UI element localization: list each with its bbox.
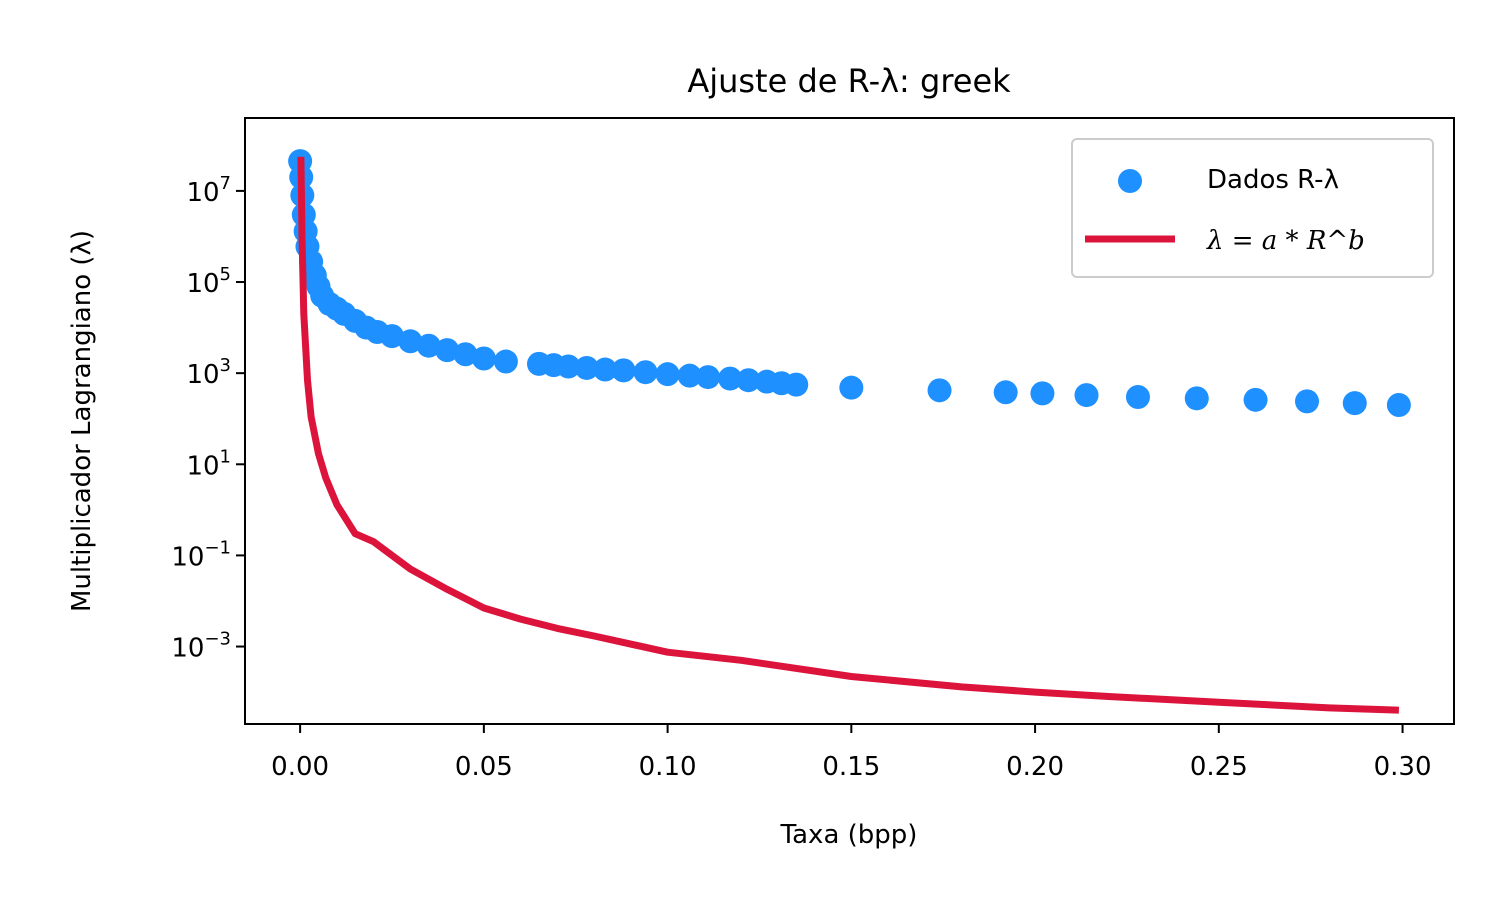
- data-point: [416, 333, 441, 358]
- data-point: [1342, 391, 1367, 416]
- data-point: [493, 349, 518, 374]
- data-point: [556, 354, 581, 379]
- data-point: [1386, 393, 1411, 418]
- plot-area: [288, 149, 1411, 714]
- data-point: [784, 372, 809, 397]
- data-point: [677, 363, 702, 388]
- data-point: [993, 380, 1018, 405]
- data-point: [379, 324, 404, 349]
- x-tick-label: 0.10: [639, 752, 697, 782]
- data-point: [1243, 387, 1268, 412]
- data-point: [718, 366, 743, 391]
- data-point: [1295, 389, 1320, 414]
- x-tick-label: 0.15: [822, 752, 880, 782]
- data-point: [655, 362, 680, 387]
- legend: Dados R-λ λ = a * R^b: [1071, 138, 1434, 278]
- data-point: [453, 342, 478, 367]
- y-tick-label: 105: [186, 264, 231, 299]
- y-tick-label: 103: [186, 355, 231, 390]
- y-tick-label: 101: [186, 446, 231, 481]
- data-point: [839, 375, 864, 400]
- y-axis-label: Multiplicador Lagrangiano (λ): [67, 230, 97, 612]
- data-point: [1030, 381, 1055, 406]
- data-point: [398, 329, 423, 354]
- data-point: [611, 358, 636, 383]
- data-point: [736, 368, 761, 393]
- x-tick-label: 0.00: [271, 752, 329, 782]
- data-point: [435, 338, 460, 363]
- data-point: [471, 346, 496, 371]
- x-tick-label: 0.20: [1006, 752, 1064, 782]
- x-tick-label: 0.30: [1374, 752, 1432, 782]
- x-axis: 0.00 0.05 0.10 0.15 0.20 0.25 0.30: [271, 724, 1431, 782]
- fit-line: [297, 156, 1400, 714]
- x-tick-label: 0.25: [1190, 752, 1248, 782]
- chart-title: Ajuste de R-λ: greek: [687, 62, 1011, 100]
- legend-label-data: Dados R-λ: [1207, 165, 1339, 195]
- legend-marker-data: [1118, 169, 1142, 193]
- y-axis: 107 105 103 101 10−1 10−3: [171, 173, 245, 664]
- data-point: [696, 365, 721, 390]
- data-point: [633, 360, 658, 385]
- data-point: [1184, 386, 1209, 411]
- y-tick-label: 10−3: [171, 629, 231, 664]
- data-point: [1125, 384, 1150, 409]
- data-point: [574, 355, 599, 380]
- x-axis-label: Taxa (bpp): [780, 820, 918, 850]
- plot-frame: [244, 117, 1455, 725]
- y-tick-label: 10−1: [171, 537, 231, 572]
- data-point: [1074, 383, 1099, 408]
- data-point: [927, 378, 952, 403]
- x-tick-label: 0.05: [455, 752, 513, 782]
- legend-box: [1071, 138, 1434, 278]
- legend-label-fit: λ = a * R^b: [1206, 226, 1365, 256]
- data-point: [593, 357, 618, 382]
- y-tick-label: 107: [186, 173, 231, 208]
